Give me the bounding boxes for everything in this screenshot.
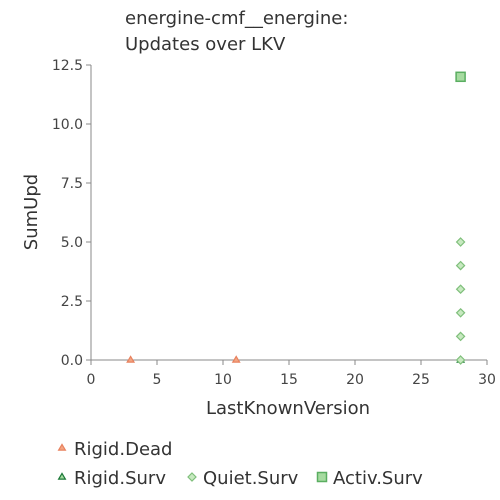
y-tick-label: 7.5 <box>61 176 83 192</box>
y-axis-title: SumUpd <box>21 174 42 250</box>
x-tick-label: 10 <box>214 372 232 388</box>
rigid-dead-point <box>231 355 241 363</box>
quiet-surv-point <box>455 331 466 342</box>
x-tick-label: 30 <box>478 372 496 388</box>
chart-title-line-2: Updates over LKV <box>125 34 286 55</box>
activ-surv-point <box>455 71 466 83</box>
quiet-surv-point <box>455 307 466 318</box>
legend-marker-rigid-surv <box>57 472 67 480</box>
legend-marker-rigid-dead <box>57 443 67 451</box>
axes: 0.0 2.5 5.0 7.5 10.0 12.5 0 5 10 15 20 25 30 <box>52 58 496 388</box>
rigid-dead-point <box>126 355 136 363</box>
data-points <box>126 71 466 365</box>
legend-label-rigid-dead: Rigid.Dead <box>74 439 172 460</box>
x-tick-label: 0 <box>87 372 96 388</box>
x-tick-label: 20 <box>346 372 364 388</box>
y-tick-label: 12.5 <box>52 58 83 74</box>
legend: Rigid.Dead Rigid.Surv Quiet.Surv Activ.Surv <box>57 439 423 489</box>
legend-marker-activ-surv <box>316 471 328 483</box>
y-tick-label: 2.5 <box>61 294 83 310</box>
quiet-surv-point <box>455 355 466 365</box>
chart-title-line-1: energine-cmf__energine: <box>125 8 348 29</box>
x-tick-label: 5 <box>153 372 162 388</box>
y-tick-label: 10.0 <box>52 117 83 133</box>
quiet-surv-point <box>455 284 466 295</box>
legend-label-quiet-surv: Quiet.Surv <box>203 468 299 489</box>
quiet-surv-point <box>455 260 466 271</box>
x-tick-label: 15 <box>280 372 298 388</box>
legend-label-activ-surv: Activ.Surv <box>333 468 423 489</box>
x-tick-label: 25 <box>412 372 430 388</box>
legend-label-rigid-surv: Rigid.Surv <box>74 468 166 489</box>
y-tick-label: 0.0 <box>61 353 83 369</box>
y-tick-label: 5.0 <box>61 235 83 251</box>
legend-marker-quiet-surv <box>187 472 197 482</box>
quiet-surv-point <box>455 237 466 247</box>
x-axis-title: LastKnownVersion <box>206 398 370 419</box>
